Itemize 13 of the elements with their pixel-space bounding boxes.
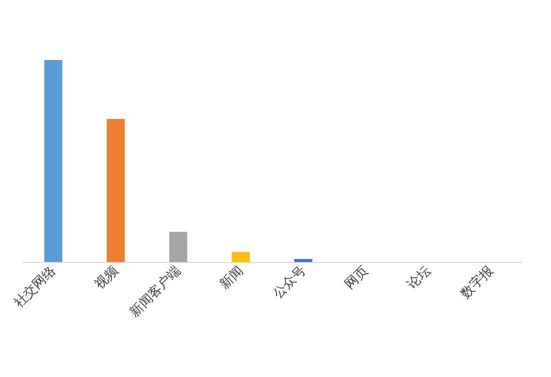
bar (44, 60, 62, 262)
bar (294, 258, 312, 262)
x-tick-label: 新闻客户端 (126, 262, 184, 320)
x-tick-label: 论坛 (404, 264, 434, 293)
x-tick-label: 视频 (92, 264, 122, 293)
x-tick-label: 社交网络 (10, 262, 59, 311)
x-tick-label: 新闻 (217, 264, 246, 293)
x-tick-label: 公众号 (270, 264, 309, 302)
bar (169, 232, 188, 262)
x-tick-label: 网页 (342, 264, 372, 293)
x-tick-label: 数字报 (458, 262, 496, 302)
bar (106, 118, 125, 262)
bar (232, 252, 250, 262)
